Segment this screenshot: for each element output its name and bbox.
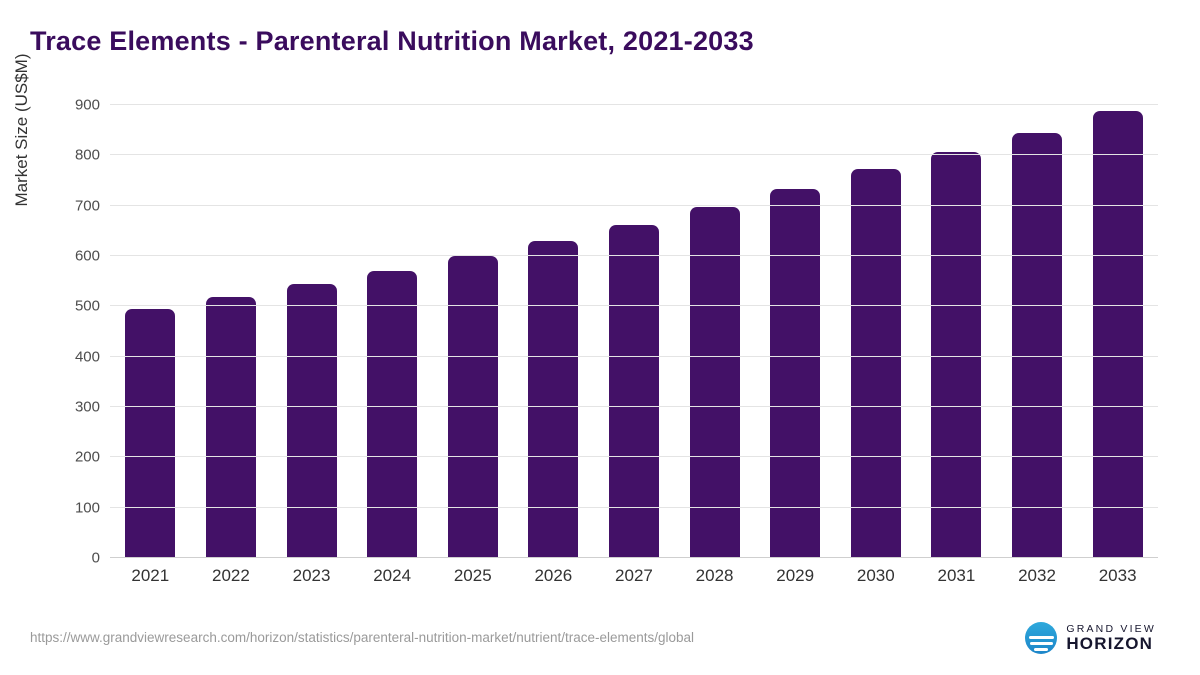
bar-column: [674, 105, 755, 558]
bar-column: [916, 105, 997, 558]
bar-column: [191, 105, 272, 558]
bar-2031: [931, 151, 982, 558]
x-tick-label: 2022: [212, 566, 250, 585]
x-tick-label: 2024: [373, 566, 412, 585]
gridline: [110, 557, 1158, 558]
y-axis-tick-labels: 0 100 200 300 400 500 600 700 800 900: [56, 97, 100, 567]
y-tick-label: 600: [74, 247, 100, 265]
bar-column: [755, 105, 836, 558]
bar-2029: [770, 189, 821, 558]
gridline: [110, 104, 1158, 105]
x-tick-label: 2029: [776, 566, 815, 585]
x-tick-label: 2032: [1018, 566, 1056, 585]
bar-2026: [528, 240, 579, 558]
source-url: https://www.grandviewresearch.com/horizo…: [30, 630, 695, 645]
x-tick-label: 2026: [534, 566, 573, 585]
bar-column: [513, 105, 594, 558]
bar-column: [835, 105, 916, 558]
x-tick-label: 2027: [615, 566, 653, 585]
y-tick-label: 400: [74, 348, 100, 366]
x-tick-label: 2030: [856, 566, 895, 585]
bar-2030: [850, 168, 901, 558]
bar-2032: [1012, 132, 1062, 558]
x-axis-tick-labels: 2021 2022 2023 2024 2025 2026 2027 2028 2029 2030…: [110, 566, 1158, 592]
gridline: [110, 406, 1158, 408]
bar-column: [432, 105, 513, 558]
brand-logo: GRAND VIEW HORIZON: [1025, 622, 1156, 654]
gridline: [110, 255, 1158, 257]
gridline: [110, 355, 1158, 357]
x-tick-label: 2021: [131, 566, 170, 585]
y-tick-label: 500: [74, 297, 100, 315]
page-title: Trace Elements - Parenteral Nutrition Ma…: [30, 26, 754, 56]
horizon-sun-over-water-icon: [1025, 622, 1058, 654]
bar-2024: [367, 271, 418, 558]
bar-column: [352, 105, 433, 558]
gridline: [110, 154, 1158, 156]
gridline: [110, 204, 1158, 206]
y-tick-label: 200: [74, 448, 100, 466]
plot-area: [110, 104, 1158, 558]
bar-2022: [205, 297, 256, 558]
gridline: [110, 305, 1158, 307]
bar-2021: [125, 308, 176, 558]
bar-column: [997, 105, 1078, 558]
x-tick-label: 2023: [292, 566, 331, 585]
bar-2028: [689, 207, 740, 558]
y-tick-label: 800: [74, 146, 100, 164]
bar-column: [1077, 105, 1158, 558]
x-tick-label: 2031: [937, 566, 976, 585]
x-tick-label: 2025: [453, 566, 492, 585]
y-tick-label: 700: [74, 197, 100, 215]
y-axis-title: Market Size (US$M): [12, 53, 31, 207]
gridline: [110, 456, 1158, 458]
bar-column: [110, 105, 191, 558]
bar-2023: [286, 284, 337, 558]
bar-2027: [608, 225, 659, 558]
brand-text: GRAND VIEW HORIZON: [1066, 622, 1156, 653]
gridline: [110, 506, 1158, 508]
bar-2033: [1092, 111, 1143, 558]
bar-column: [594, 105, 675, 558]
y-tick-label: 0: [91, 549, 100, 567]
y-tick-label: 100: [74, 499, 100, 517]
y-tick-label: 900: [74, 96, 100, 114]
bars-layer: [110, 105, 1158, 558]
y-tick-label: 300: [74, 398, 100, 416]
brand-name-bottom: HORIZON: [1066, 633, 1154, 653]
x-tick-label: 2033: [1098, 566, 1137, 585]
x-tick-label: 2028: [695, 566, 734, 585]
brand-name-top: GRAND VIEW: [1066, 622, 1156, 635]
bar-column: [271, 105, 352, 558]
